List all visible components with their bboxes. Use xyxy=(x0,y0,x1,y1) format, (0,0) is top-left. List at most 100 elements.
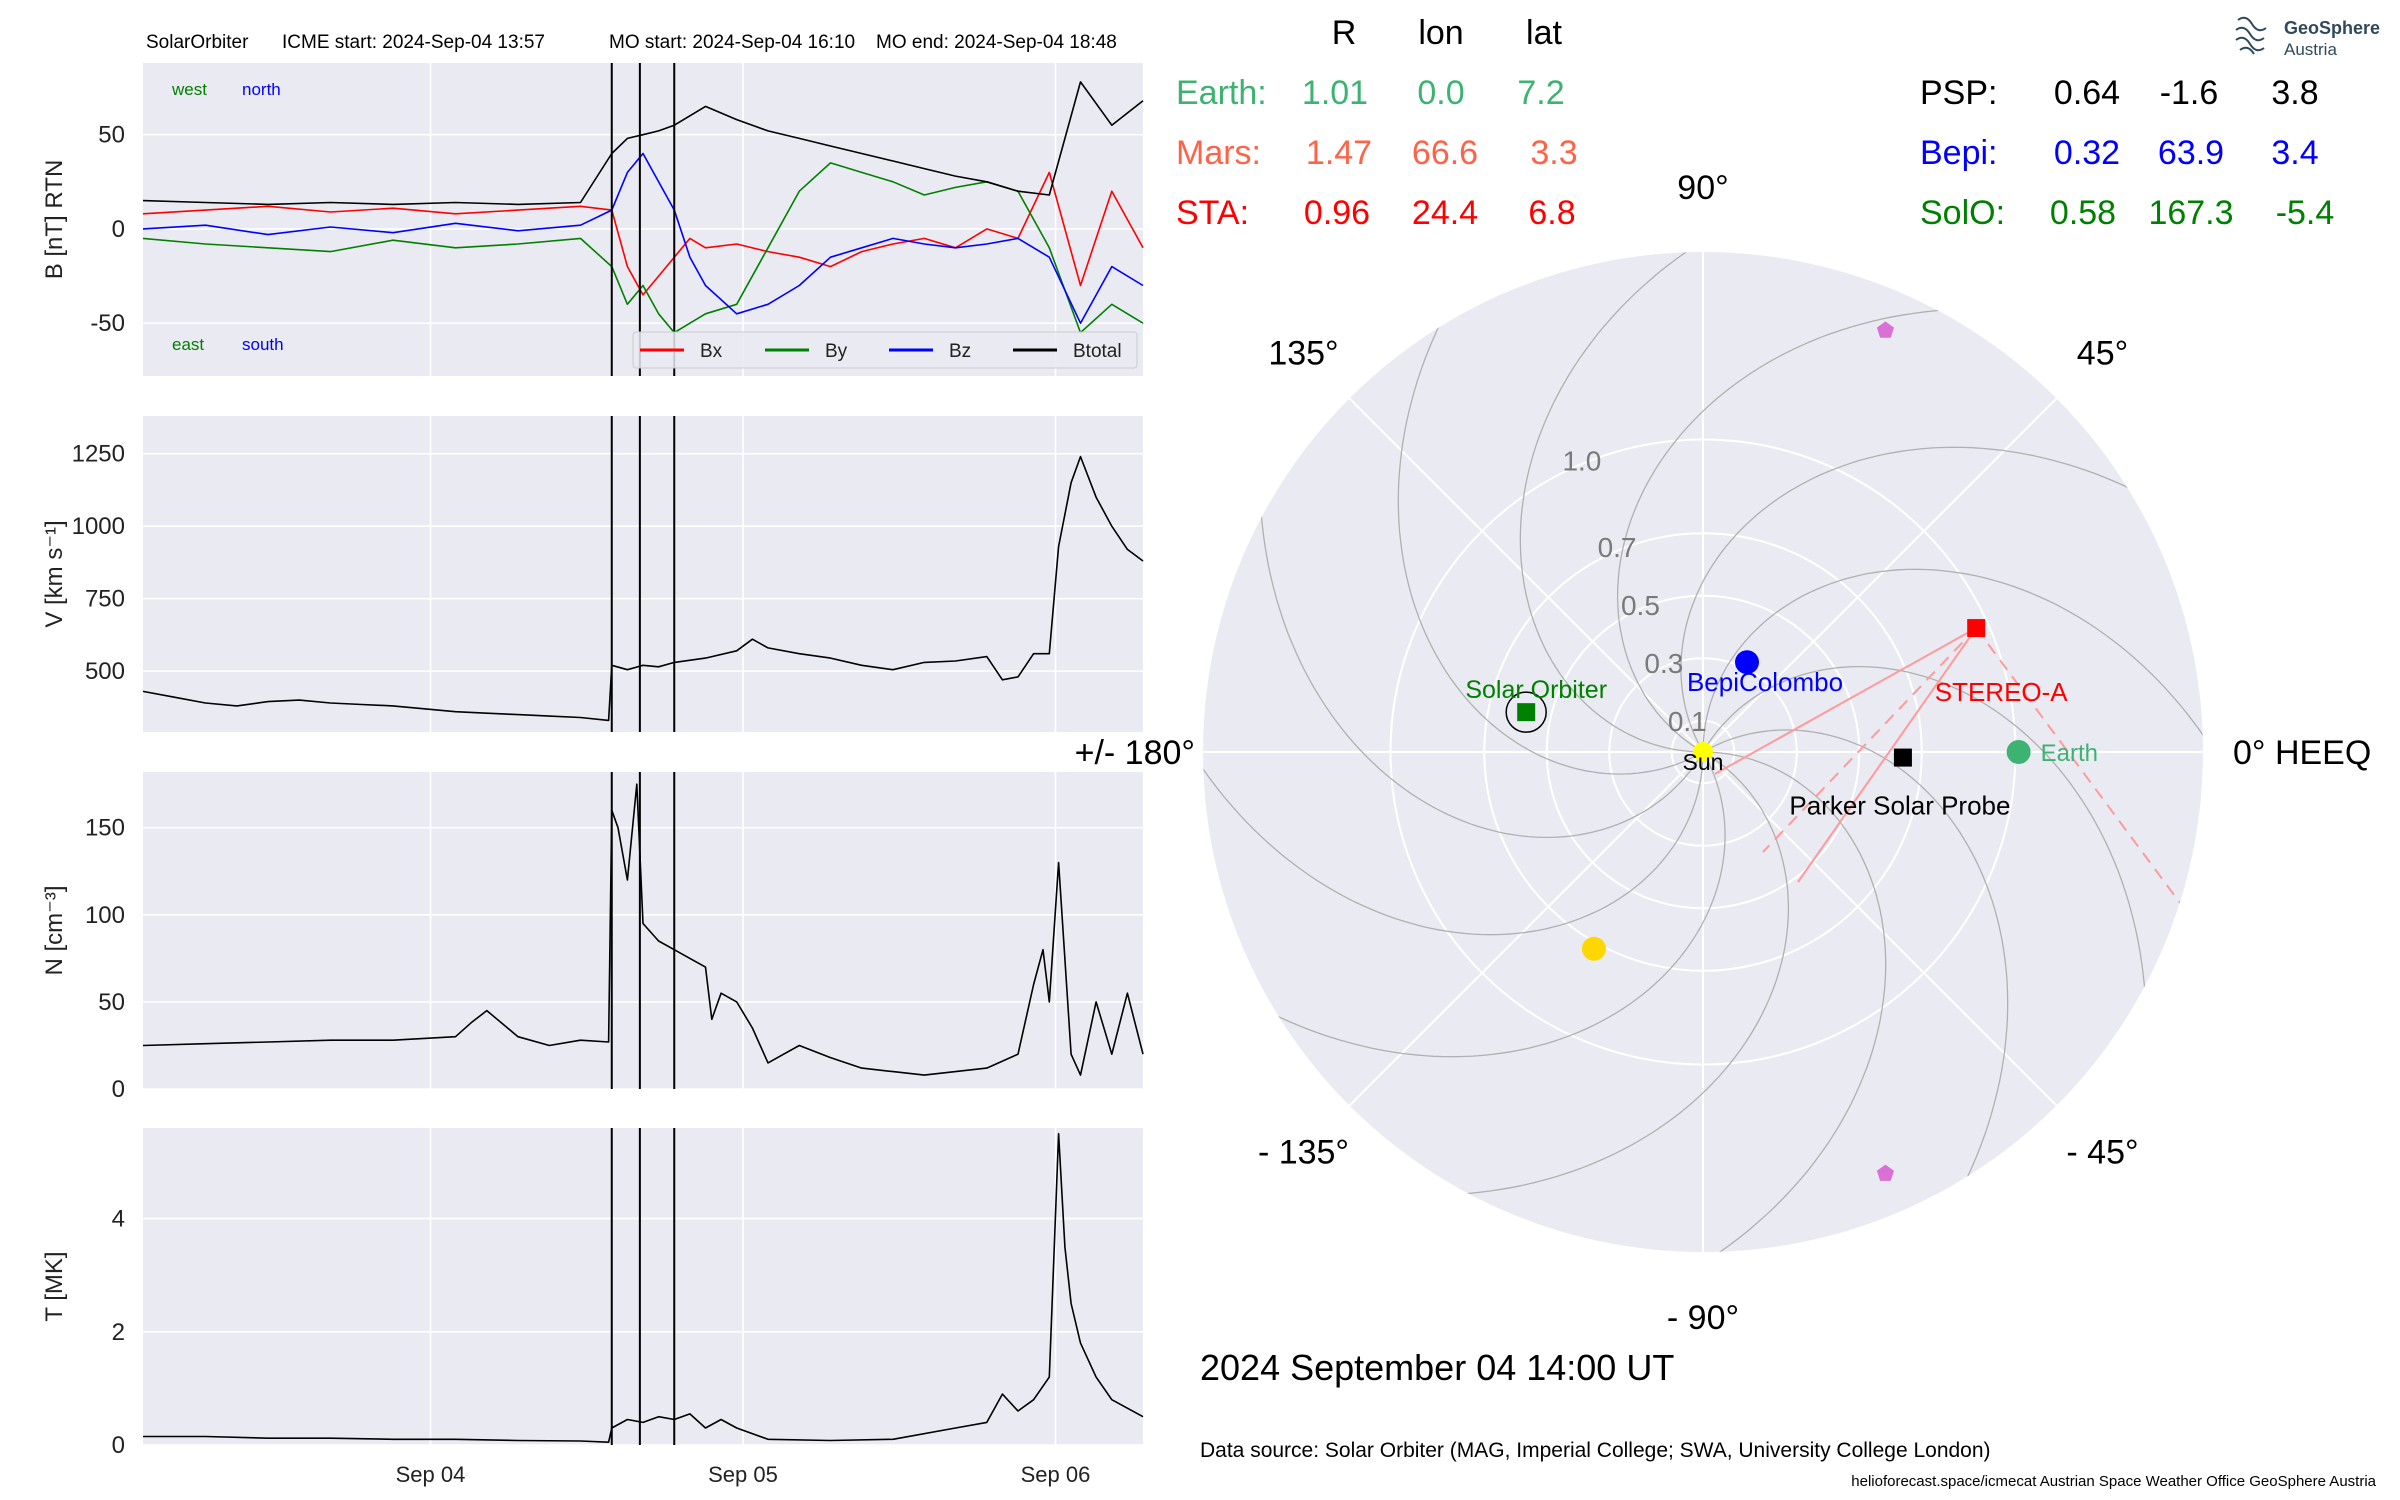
y-axis-label: V [km s⁻¹] xyxy=(41,520,68,627)
y-tick-label: 4 xyxy=(112,1206,125,1233)
panel-b-background xyxy=(143,63,1143,376)
y-tick-label: 0 xyxy=(112,1432,125,1459)
body-sun: Sun xyxy=(1683,742,1724,775)
row-bepi: Bepi: 0.32 63.9 3.4 xyxy=(1920,134,2319,172)
polar-radial-tick-label: 1.0 xyxy=(1562,445,1601,476)
parker-spiral-line xyxy=(1361,754,1790,1196)
polar-angle-label: - 135° xyxy=(1258,1134,1349,1172)
body-marker xyxy=(1876,321,1894,338)
body-earth: Earth xyxy=(2006,740,2098,767)
parker-spiral-line xyxy=(1203,757,1726,1058)
y-tick-label: -50 xyxy=(90,310,125,337)
row-earth: Earth: 1.01 0.0 7.2 xyxy=(1176,74,1565,112)
row-r: 0.96 xyxy=(1304,194,1370,232)
y-tick-label: 0 xyxy=(112,1076,125,1103)
spacecraft-name: SolarOrbiter xyxy=(146,32,249,53)
parker-spiral-line xyxy=(1705,665,2147,1094)
body-marker xyxy=(1967,619,1986,638)
corner-label-south: south xyxy=(242,335,284,354)
row-solo: SolO: 0.58 167.3 -5.4 xyxy=(1920,194,2334,232)
body-label: STEREO-A xyxy=(1935,677,2069,707)
polar-radial-tick-label: 0.7 xyxy=(1598,532,1637,563)
legend-box xyxy=(632,331,1138,369)
row-lon: 63.9 xyxy=(2158,134,2224,172)
polar-angle-label: - 45° xyxy=(2066,1134,2138,1172)
row-name: Bepi: xyxy=(1920,134,1998,172)
polar-grid-circle xyxy=(1483,532,1923,972)
body-label: Solar Orbiter xyxy=(1465,676,1607,704)
row-lat: -5.4 xyxy=(2276,194,2335,232)
stereo-a-fov-line xyxy=(1714,627,1977,775)
polar-angle-label: +/- 180° xyxy=(1075,734,1195,772)
data-source: Data source: Solar Orbiter (MAG, Imperia… xyxy=(1200,1439,1991,1462)
y-axis-label: B [nT] RTN xyxy=(41,160,68,280)
body-label: Parker Solar Probe xyxy=(1789,791,2010,821)
body-marker xyxy=(1734,650,1759,675)
legend-label-Bz: Bz xyxy=(949,341,971,362)
polar-angle-label: 0° HEEQ xyxy=(2233,734,2371,772)
timestamp: 2024 September 04 14:00 UT xyxy=(1200,1347,1674,1388)
legend: Bx By Bz Btotal xyxy=(632,331,1138,369)
row-name: PSP: xyxy=(1920,74,1997,112)
body-marker xyxy=(1893,748,1912,767)
y-tick-label: 50 xyxy=(98,989,125,1016)
body-label: BepiColombo xyxy=(1687,667,1843,697)
header: SolarOrbiter ICME start: 2024-Sep-04 13:… xyxy=(146,32,1117,53)
body-parker-solar-probe: Parker Solar Probe xyxy=(1789,748,2010,821)
series-line-Bz xyxy=(142,152,1144,325)
body-label: Sun xyxy=(1683,749,1724,775)
body-marker xyxy=(2006,740,2031,764)
y-tick-label: 50 xyxy=(98,122,125,149)
polar-grid-circle xyxy=(1670,719,1736,785)
polar-marks: 0.1 0.3 0.5 0.7 1.0 0° HEEQ 45° 90° 135° +/- 180°… xyxy=(1075,169,2372,1337)
series-line-speed xyxy=(142,455,1144,722)
row-lat: 6.8 xyxy=(1528,194,1575,232)
polar-angle-label: - 90° xyxy=(1667,1299,1739,1337)
time-series-marks: -50 0 50 B [nT] RTN west north east south Bx By Bz… xyxy=(41,63,1144,1487)
row-name: SolO: xyxy=(1920,194,2005,232)
body-bepicolombo: BepiColombo xyxy=(1687,650,1843,697)
panel-n-background xyxy=(143,772,1143,1089)
polar-radial-tick-label: 0.5 xyxy=(1621,590,1660,621)
mo-end-label: MO end: 2024-Sep-04 18:48 xyxy=(876,32,1117,53)
polar-plot: 0.1 0.3 0.5 0.7 1.0 0° HEEQ 45° 90° 135° +/- 180°… xyxy=(1075,169,2372,1337)
y-tick-label: 150 xyxy=(85,815,125,842)
column-header-r: R xyxy=(1332,14,1357,52)
stereo-a-fov-dashed xyxy=(1762,627,1977,853)
series-line-Btotal xyxy=(142,81,1144,206)
row-name: Mars: xyxy=(1176,134,1261,172)
body-unlabeled xyxy=(1876,321,1894,338)
row-lat: 7.2 xyxy=(1517,74,1564,112)
polar-angle-label: 90° xyxy=(1677,169,1728,207)
legend-label-By: By xyxy=(825,341,848,362)
row-lon: 167.3 xyxy=(2148,194,2233,232)
row-lon: -1.6 xyxy=(2160,74,2219,112)
y-axis-label: T [MK] xyxy=(41,1251,68,1321)
row-r: 1.01 xyxy=(1302,74,1368,112)
row-mars: Mars: 1.47 66.6 3.3 xyxy=(1176,134,1578,172)
y-axis-label: N [cm⁻³] xyxy=(41,886,68,976)
panel-speed: 500 750 1000 1250 V [km s⁻¹] xyxy=(41,416,1144,732)
mo-start-label: MO start: 2024-Sep-04 16:10 xyxy=(609,32,855,53)
row-r: 1.47 xyxy=(1306,134,1372,172)
y-tick-label: 100 xyxy=(85,902,125,929)
body-marker xyxy=(1693,742,1713,762)
body-stereo-a: STEREO-A xyxy=(1935,619,2069,707)
column-header-lat: lat xyxy=(1526,14,1562,52)
panel-t-background xyxy=(143,1128,1143,1445)
credits: helioforecast.space/icmecat Austrian Spa… xyxy=(1851,1473,2376,1490)
body-unlabeled xyxy=(1581,936,1606,961)
parker-spiral-line xyxy=(1708,729,2009,1252)
x-tick-label: Sep 05 xyxy=(708,1462,778,1487)
corner-label-north: north xyxy=(242,80,281,99)
body-ring xyxy=(1505,691,1547,733)
row-r: 0.64 xyxy=(2054,74,2120,112)
parker-spiral-line xyxy=(1702,568,2203,829)
corner-label-west: west xyxy=(171,80,207,99)
row-psp: PSP: 0.64 -1.6 3.8 xyxy=(1920,74,2319,112)
y-tick-label: 2 xyxy=(112,1319,125,1346)
parker-spiral-line xyxy=(1203,675,1704,936)
row-lon: 24.4 xyxy=(1412,194,1478,232)
stereo-a-fov-dashed xyxy=(1975,627,2184,908)
